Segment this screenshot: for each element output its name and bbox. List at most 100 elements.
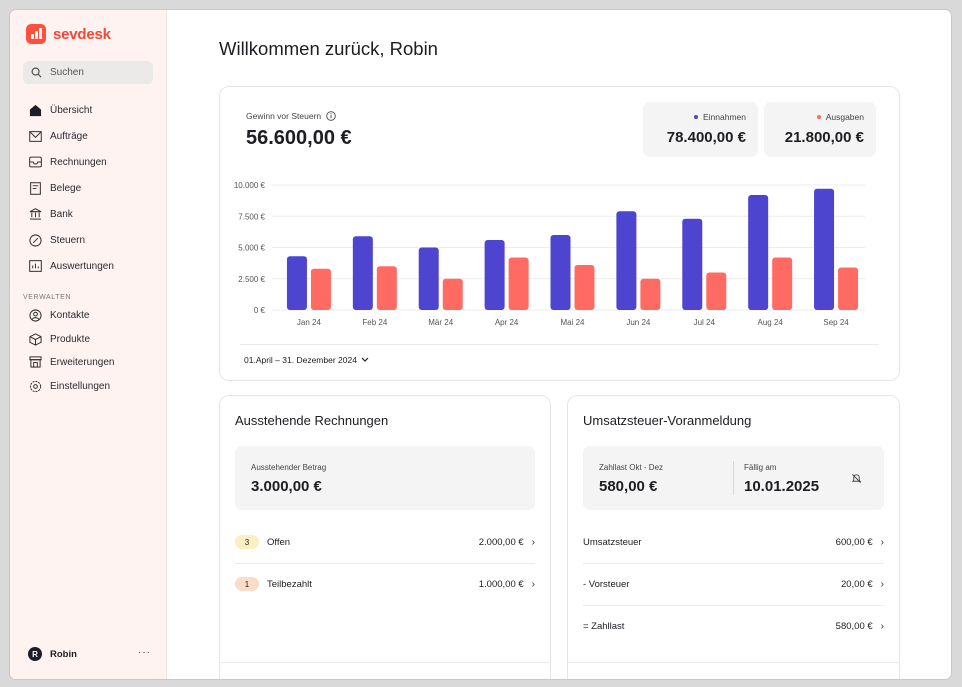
sidebar-item-label: Übersicht xyxy=(50,104,93,116)
sidebar-item-steuern[interactable]: Steuern xyxy=(28,230,85,250)
user-menu-button[interactable]: ··· xyxy=(138,647,151,658)
income-bar xyxy=(418,247,439,310)
list-item-partial[interactable]: 1 Teilbezahlt 1.000,00 € › xyxy=(235,574,535,594)
sidebar-item-label: Steuern xyxy=(50,234,86,246)
count-badge: 1 xyxy=(235,577,259,591)
sidebar: sevdesk Suchen Übersicht Aufträge Rechnu… xyxy=(10,10,167,679)
sidebar-item-auswertungen[interactable]: Auswertungen xyxy=(28,256,114,276)
sidebar-item-kontakte[interactable]: Kontakte xyxy=(28,305,89,325)
y-tick-label: 0 € xyxy=(254,306,266,315)
income-bar xyxy=(550,235,571,310)
chevron-right-icon: › xyxy=(531,578,535,590)
due-date-value: 10.01.2025 xyxy=(744,478,820,495)
expenses-bar xyxy=(838,267,859,310)
avatar: R xyxy=(28,647,42,661)
row-amount: 600,00 € xyxy=(835,536,873,548)
divider xyxy=(235,563,535,564)
expenses-bar xyxy=(706,272,727,310)
expenses-bar xyxy=(442,278,463,310)
expenses-summary: Ausgaben 21.800,00 € xyxy=(764,102,876,157)
x-tick-label: Apr 24 xyxy=(495,318,519,327)
income-value: 78.400,00 € xyxy=(666,129,746,146)
home-icon xyxy=(28,103,42,117)
expenses-bar xyxy=(310,268,331,310)
x-tick-label: Mär 24 xyxy=(428,318,453,327)
income-bar xyxy=(748,195,769,310)
expenses-bar xyxy=(772,257,793,310)
y-tick-label: 7.500 € xyxy=(238,212,265,221)
row-label: Umsatzsteuer xyxy=(583,536,642,548)
expenses-dot xyxy=(816,115,821,119)
income-bar xyxy=(616,211,637,310)
y-tick-label: 10.000 € xyxy=(234,181,266,190)
card-title: Umsatzsteuer-Voranmeldung xyxy=(583,413,752,428)
bell-off-icon[interactable] xyxy=(851,473,862,484)
divider xyxy=(568,662,899,663)
main-content: Willkommen zurück, Robin Gewinn vor Steu… xyxy=(167,10,951,679)
chevron-right-icon: › xyxy=(531,536,535,548)
sidebar-item-label: Aufträge xyxy=(50,130,88,142)
kpi-label-text: Gewinn vor Steuern xyxy=(246,111,322,121)
sidebar-item-einstellungen[interactable]: Einstellungen xyxy=(28,376,110,396)
sidebar-item-label: Produkte xyxy=(50,333,91,345)
expenses-label: Ausgaben xyxy=(825,112,864,122)
percent-icon xyxy=(28,233,42,247)
info-icon[interactable] xyxy=(326,111,336,121)
page-title: Willkommen zurück, Robin xyxy=(219,38,438,59)
user-name: Robin xyxy=(50,648,77,660)
expenses-bar xyxy=(508,257,529,310)
list-item-input-tax[interactable]: - Vorsteuer 20,00 € › xyxy=(583,574,884,594)
card-title: Ausstehende Rechnungen xyxy=(235,413,389,428)
list-item-liability[interactable]: = Zahllast 580,00 € › xyxy=(583,616,884,636)
income-bar xyxy=(682,218,703,310)
divider xyxy=(583,605,884,606)
income-bar xyxy=(352,236,373,310)
outstanding-amount-label: Ausstehender Betrag xyxy=(251,463,327,472)
income-summary: Einnahmen 78.400,00 € xyxy=(643,102,758,157)
logo[interactable]: sevdesk xyxy=(26,24,111,44)
sidebar-item-rechnungen[interactable]: Rechnungen xyxy=(28,152,107,172)
liability-value: 580,00 € xyxy=(599,478,658,495)
x-tick-label: Jan 24 xyxy=(297,318,322,327)
sidebar-item-bank[interactable]: Bank xyxy=(28,204,73,224)
sidebar-item-label: Kontakte xyxy=(50,309,90,321)
store-icon xyxy=(28,355,42,369)
sidebar-item-auftraege[interactable]: Aufträge xyxy=(28,126,88,146)
inbox-icon xyxy=(28,155,42,169)
search-input[interactable]: Suchen xyxy=(23,61,153,84)
count-badge: 3 xyxy=(235,535,259,549)
vat-liability-box: Zahllast Okt - Dez 580,00 € Fällig am 10… xyxy=(583,446,884,510)
search-icon xyxy=(31,67,42,78)
list-item-vat[interactable]: Umsatzsteuer 600,00 € › xyxy=(583,532,884,552)
income-dot xyxy=(693,115,698,119)
income-bar xyxy=(484,240,505,310)
sidebar-item-label: Auswertungen xyxy=(50,260,114,272)
chevron-right-icon: › xyxy=(880,578,884,590)
logo-icon xyxy=(26,24,46,44)
sidebar-item-erweiterungen[interactable]: Erweiterungen xyxy=(28,352,114,372)
divider xyxy=(583,563,884,564)
sidebar-item-label: Rechnungen xyxy=(50,156,107,168)
row-label: = Zahllast xyxy=(583,620,625,632)
row-label: Teilbezahlt xyxy=(267,578,312,590)
sidebar-item-label: Einstellungen xyxy=(50,380,111,392)
sidebar-item-uebersicht[interactable]: Übersicht xyxy=(28,100,92,120)
x-tick-label: Sep 24 xyxy=(823,318,849,327)
date-range-dropdown[interactable]: 01.April – 31. Dezember 2024 xyxy=(244,355,369,365)
date-range-label: 01.April – 31. Dezember 2024 xyxy=(244,355,357,365)
outstanding-amount-value: 3.000,00 € xyxy=(251,478,322,495)
row-amount: 1.000,00 € xyxy=(478,578,524,590)
chevron-down-icon xyxy=(361,357,369,362)
profit-chart-card: Gewinn vor Steuern 56.600,00 € Einnahmen… xyxy=(219,86,900,381)
y-tick-label: 2.500 € xyxy=(238,275,265,284)
income-label: Einnahmen xyxy=(702,112,746,122)
user-profile[interactable]: R Robin xyxy=(28,647,77,661)
list-item-open[interactable]: 3 Offen 2.000,00 € › xyxy=(235,532,535,552)
row-label: - Vorsteuer xyxy=(583,578,630,590)
sidebar-item-produkte[interactable]: Produkte xyxy=(28,329,90,349)
x-tick-label: Feb 24 xyxy=(362,318,387,327)
row-amount: 580,00 € xyxy=(835,620,873,632)
chevron-right-icon: › xyxy=(880,620,884,632)
sidebar-item-belege[interactable]: Belege xyxy=(28,178,81,198)
kpi-label: Gewinn vor Steuern xyxy=(246,111,336,121)
